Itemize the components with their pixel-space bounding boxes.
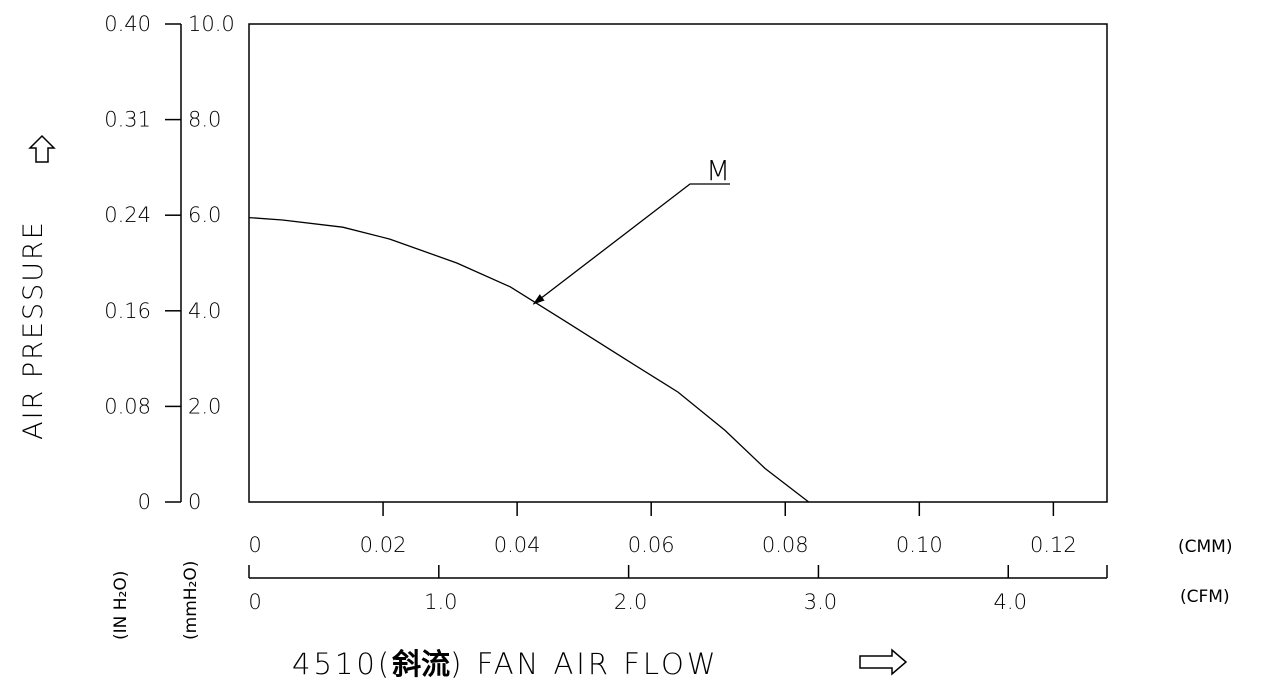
- x-tick-label-cfm: 1.0: [424, 590, 457, 614]
- chart-title: 4510(斜流) FAN AIR FLOW: [292, 647, 719, 681]
- y-tick-label-inh2o: 0.16: [104, 299, 151, 323]
- x-tick-label-cmm: 0.10: [896, 533, 943, 557]
- x-ticks-cmm: 0 0.02 0.04 0.06 0.08 0.10 0.12: [248, 502, 1077, 557]
- x-tick-label-cmm: 0.02: [360, 533, 407, 557]
- x-axis-right-arrow-icon: [859, 648, 908, 676]
- y-tick-label-mmh2o: 10.0: [188, 12, 235, 36]
- y-tick-label-inh2o: 0.31: [104, 108, 151, 132]
- y-tick-label-inh2o: 0.24: [104, 203, 151, 227]
- chart-title-kanji: 斜流: [392, 647, 450, 681]
- y-units-mmh2o: (mmH₂O): [181, 561, 201, 640]
- y-tick-label-mmh2o: 4.0: [188, 299, 221, 323]
- x-tick-label-cmm: 0.04: [494, 533, 541, 557]
- y-tick-label-mmh2o: 2.0: [188, 394, 221, 418]
- x-ticks-cfm: 0 1.0 2.0 3.0 4.0: [248, 565, 1027, 614]
- y-units-inh2o: (IN H₂O): [111, 571, 131, 640]
- x-units-cfm: (CFM): [1180, 587, 1230, 607]
- x-tick-label-cmm: 0.08: [762, 533, 809, 557]
- y-tick-label-inh2o: 0.40: [104, 12, 151, 36]
- y-tick-label-mmh2o: 0: [188, 490, 201, 514]
- x-tick-label-cmm: 0: [248, 533, 261, 557]
- y-tick-label-inh2o: 0.08: [104, 394, 151, 418]
- x-tick-label-cfm: 4.0: [994, 590, 1027, 614]
- annotation-label-m: M: [706, 154, 730, 187]
- y-axis-label: AIR PRESSURE: [18, 220, 49, 440]
- y-axis-up-arrow-icon: [28, 134, 56, 163]
- chart-title-rest: ) FAN AIR FLOW: [450, 647, 718, 681]
- x-tick-label-cmm: 0.12: [1030, 533, 1077, 557]
- x-tick-label-cfm: 3.0: [804, 590, 837, 614]
- x-units-cmm: (CMM): [1178, 537, 1232, 557]
- y-ticks: 0 0 2.0 0.08 4.0 0.16 6.0 0.24 8.0 0.31 10.0 0.40: [104, 12, 235, 514]
- y-tick-label-inh2o: 0: [138, 490, 151, 514]
- series-line-m: [248, 216, 810, 503]
- y-tick-label-mmh2o: 6.0: [188, 203, 221, 227]
- chart-title-model: 4510(: [292, 647, 392, 681]
- x-tick-label-cfm: 0: [248, 590, 261, 614]
- plot-frame: [248, 23, 1108, 503]
- x-tick-label-cfm: 2.0: [614, 590, 647, 614]
- y-tick-label-mmh2o: 8.0: [188, 108, 221, 132]
- annotation-leader-m: [532, 183, 730, 305]
- x-tick-label-cmm: 0.06: [628, 533, 675, 557]
